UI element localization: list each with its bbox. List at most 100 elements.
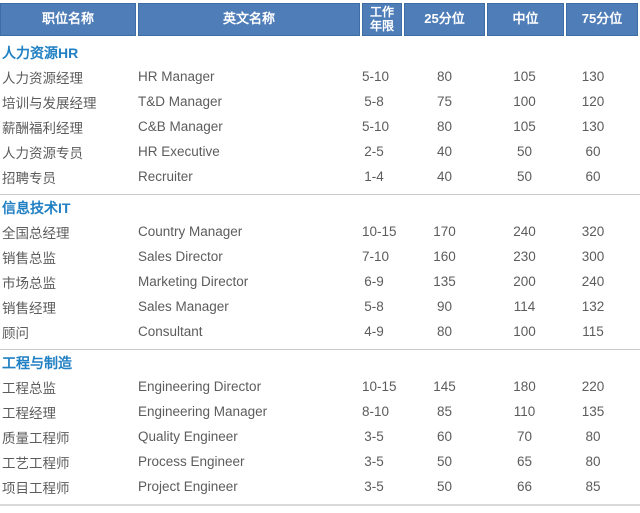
table-row: 招聘专员 Recruiter 1-4 40 50 60 (0, 164, 640, 189)
column-header-p25: 25分位 (404, 3, 485, 36)
column-header-median: 中位 (487, 3, 564, 36)
position-name-cell: 工程总监 (2, 380, 56, 396)
median-cell: 70 (516, 429, 533, 444)
english-name-cell: Sales Manager (138, 299, 229, 314)
years-cell: 5-10 (362, 69, 390, 84)
median-cell: 100 (513, 324, 536, 339)
table-row: 培训与发展经理 T&D Manager 5-8 75 100 120 (0, 89, 640, 114)
p75-cell: 80 (585, 429, 601, 444)
p75-cell: 130 (581, 119, 605, 134)
english-name-cell: Consultant (138, 324, 203, 339)
p25-cell: 80 (436, 119, 453, 134)
p25-cell: 50 (436, 454, 453, 469)
english-name-cell: HR Executive (138, 144, 220, 159)
english-name-cell: Recruiter (138, 169, 193, 184)
position-name-cell: 顾问 (2, 325, 29, 341)
p25-cell: 80 (436, 69, 453, 84)
position-name-cell: 销售总监 (2, 250, 56, 266)
median-cell: 240 (513, 224, 536, 239)
section-title: 信息技术IT (2, 200, 71, 216)
table-row: 工程总监 Engineering Director 10-15 145 180 220 (0, 374, 640, 399)
english-name-cell: T&D Manager (138, 94, 223, 109)
p75-cell: 300 (581, 249, 605, 264)
table-row: 人力资源专员 HR Executive 2-5 40 50 60 (0, 139, 640, 164)
section-title: 工程与制造 (2, 355, 72, 371)
english-name-cell: Country Manager (138, 224, 243, 239)
p75-cell: 135 (581, 404, 605, 419)
years-cell: 10-15 (362, 379, 397, 394)
table-row: 人力资源经理 HR Manager 5-10 80 105 130 (0, 64, 640, 89)
p25-cell: 80 (436, 324, 453, 339)
position-name-cell: 质量工程师 (2, 430, 70, 446)
p25-cell: 85 (436, 404, 453, 419)
p75-cell: 220 (581, 379, 605, 394)
years-cell: 3-5 (364, 454, 384, 469)
table-row: 项目工程师 Project Engineer 3-5 50 66 85 (0, 474, 640, 499)
position-name-cell: 全国总经理 (2, 225, 70, 241)
english-name-cell: Marketing Director (138, 274, 249, 289)
column-header-years: 工作年限 (362, 3, 402, 36)
table-row: 薪酬福利经理 C&B Manager 5-10 80 105 130 (0, 114, 640, 139)
table-section: 信息技术IT 全国总经理 Country Manager 10-15 170 240 320… (0, 195, 640, 350)
english-name-cell: Engineering Manager (138, 404, 268, 419)
p25-cell: 145 (433, 379, 456, 394)
years-cell: 1-4 (364, 169, 384, 184)
years-cell: 3-5 (364, 479, 384, 494)
p75-cell: 85 (585, 479, 601, 494)
table-row: 市场总监 Marketing Director 6-9 135 200 240 (0, 269, 640, 294)
median-cell: 105 (513, 119, 536, 134)
p25-cell: 135 (433, 274, 456, 289)
p25-cell: 170 (433, 224, 456, 239)
years-cell: 6-9 (364, 274, 384, 289)
table-row: 销售经理 Sales Manager 5-8 90 114 132 (0, 294, 640, 319)
column-header-p75: 75分位 (566, 3, 638, 36)
p75-cell: 240 (581, 274, 605, 289)
table-row: 顾问 Consultant 4-9 80 100 115 (0, 319, 640, 344)
table-row: 销售总监 Sales Director 7-10 160 230 300 (0, 244, 640, 269)
median-cell: 65 (516, 454, 533, 469)
p25-cell: 90 (436, 299, 453, 314)
position-name-cell: 工艺工程师 (2, 455, 70, 471)
english-name-cell: Process Engineer (138, 454, 245, 469)
median-cell: 100 (513, 94, 536, 109)
years-cell: 2-5 (364, 144, 384, 159)
median-cell: 114 (513, 299, 536, 314)
p75-cell: 120 (581, 94, 605, 109)
position-name-cell: 人力资源经理 (2, 70, 83, 86)
years-cell: 3-5 (364, 429, 384, 444)
english-name-cell: Sales Director (138, 249, 223, 264)
median-cell: 66 (516, 479, 533, 494)
table-row: 工程经理 Engineering Manager 8-10 85 110 135 (0, 399, 640, 424)
table-row: 工艺工程师 Process Engineer 3-5 50 65 80 (0, 449, 640, 474)
english-name-cell: Quality Engineer (138, 429, 238, 444)
years-cell: 5-8 (364, 299, 384, 314)
table-row: 质量工程师 Quality Engineer 3-5 60 70 80 (0, 424, 640, 449)
p25-cell: 40 (436, 144, 453, 159)
p25-cell: 50 (436, 479, 453, 494)
position-name-cell: 人力资源专员 (2, 145, 83, 161)
table-section: 工程与制造 工程总监 Engineering Director 10-15 145 180… (0, 350, 640, 506)
table-header-row: 职位名称 英文名称 工作年限 25分位 中位 75分位 (0, 3, 638, 36)
median-cell: 50 (516, 169, 533, 184)
p75-cell: 115 (582, 324, 604, 339)
table-section: 人力资源HR 人力资源经理 HR Manager 5-10 80 105 130 培训与发展经… (0, 40, 640, 195)
english-name-cell: Project Engineer (138, 479, 238, 494)
position-name-cell: 销售经理 (2, 300, 56, 316)
p25-cell: 60 (436, 429, 453, 444)
years-cell: 10-15 (362, 224, 397, 239)
section-title: 人力资源HR (2, 45, 79, 61)
years-cell: 4-9 (364, 324, 384, 339)
table-row: 全国总经理 Country Manager 10-15 170 240 320 (0, 219, 640, 244)
median-cell: 50 (516, 144, 533, 159)
median-cell: 230 (513, 249, 536, 264)
p75-cell: 60 (585, 169, 601, 184)
position-name-cell: 项目工程师 (2, 480, 70, 496)
p25-cell: 75 (436, 94, 453, 109)
median-cell: 200 (513, 274, 536, 289)
position-name-cell: 工程经理 (2, 405, 56, 421)
years-cell: 8-10 (362, 404, 390, 419)
p75-cell: 132 (581, 299, 605, 314)
years-cell: 5-10 (362, 119, 390, 134)
years-cell: 7-10 (362, 249, 390, 264)
